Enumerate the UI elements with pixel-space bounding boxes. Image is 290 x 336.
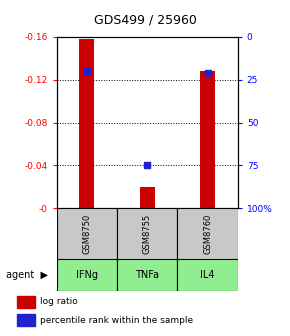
Text: percentile rank within the sample: percentile rank within the sample [40,316,193,325]
Point [84,69,89,74]
Bar [17,314,35,326]
Bar [79,39,94,208]
Text: GSM8750: GSM8750 [82,213,91,254]
Bar [17,296,35,308]
Bar [57,208,117,259]
Bar [57,259,117,291]
Text: GSM8760: GSM8760 [203,213,212,254]
Text: agent  ▶: agent ▶ [6,270,48,280]
Text: IL4: IL4 [200,270,215,280]
Bar [117,208,177,259]
Text: TNFa: TNFa [135,270,159,280]
Bar [177,208,238,259]
Point [145,163,150,168]
Text: IFNg: IFNg [76,270,98,280]
Bar [200,71,215,208]
Text: log ratio: log ratio [40,297,78,306]
Text: GDS499 / 25960: GDS499 / 25960 [94,14,196,27]
Text: GSM8755: GSM8755 [143,213,152,254]
Bar [117,259,177,291]
Bar [139,187,155,208]
Bar [177,259,238,291]
Point [205,70,210,76]
